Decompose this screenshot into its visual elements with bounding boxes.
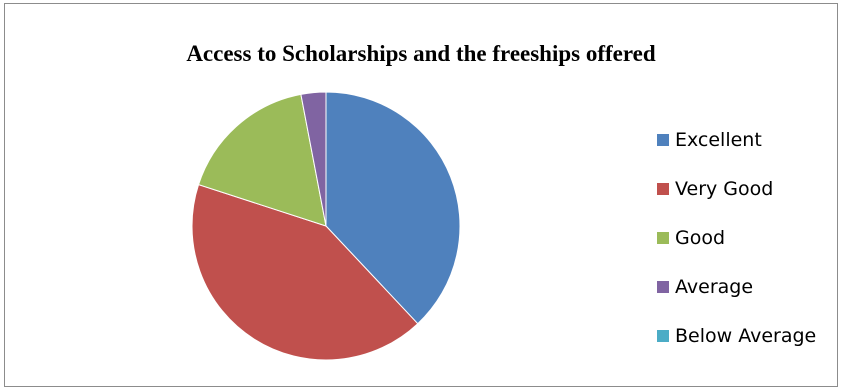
- legend-swatch-below-average: [657, 330, 669, 342]
- pie-slice-very-good: [191, 183, 419, 361]
- pie-chart: [191, 91, 461, 361]
- legend-item-excellent: Excellent: [657, 128, 816, 152]
- pie-slice-good: [197, 93, 327, 227]
- legend-swatch-very-good: [657, 183, 669, 195]
- legend-item-good: Good: [657, 226, 816, 250]
- legend-swatch-good: [657, 232, 669, 244]
- legend-item-very-good: Very Good: [657, 177, 816, 201]
- legend-label-below-average: Below Average: [675, 325, 817, 347]
- legend-item-average: Average: [657, 275, 816, 299]
- chart-title: Access to Scholarships and the freeships…: [186, 41, 656, 66]
- legend-swatch-average: [657, 281, 669, 293]
- pie-slice-average: [300, 91, 327, 227]
- legend-label-average: Average: [675, 276, 754, 298]
- legend-swatch-excellent: [657, 134, 669, 146]
- chart-area: Access to Scholarships and the freeships…: [4, 3, 838, 387]
- legend-label-excellent: Excellent: [675, 129, 762, 151]
- legend-label-very-good: Very Good: [675, 178, 774, 200]
- legend-item-below-average: Below Average: [657, 324, 816, 348]
- legend-label-good: Good: [675, 227, 726, 249]
- legend: Excellent Very Good Good Average Below Avera…: [657, 128, 816, 373]
- pie-slice-excellent: [325, 91, 461, 325]
